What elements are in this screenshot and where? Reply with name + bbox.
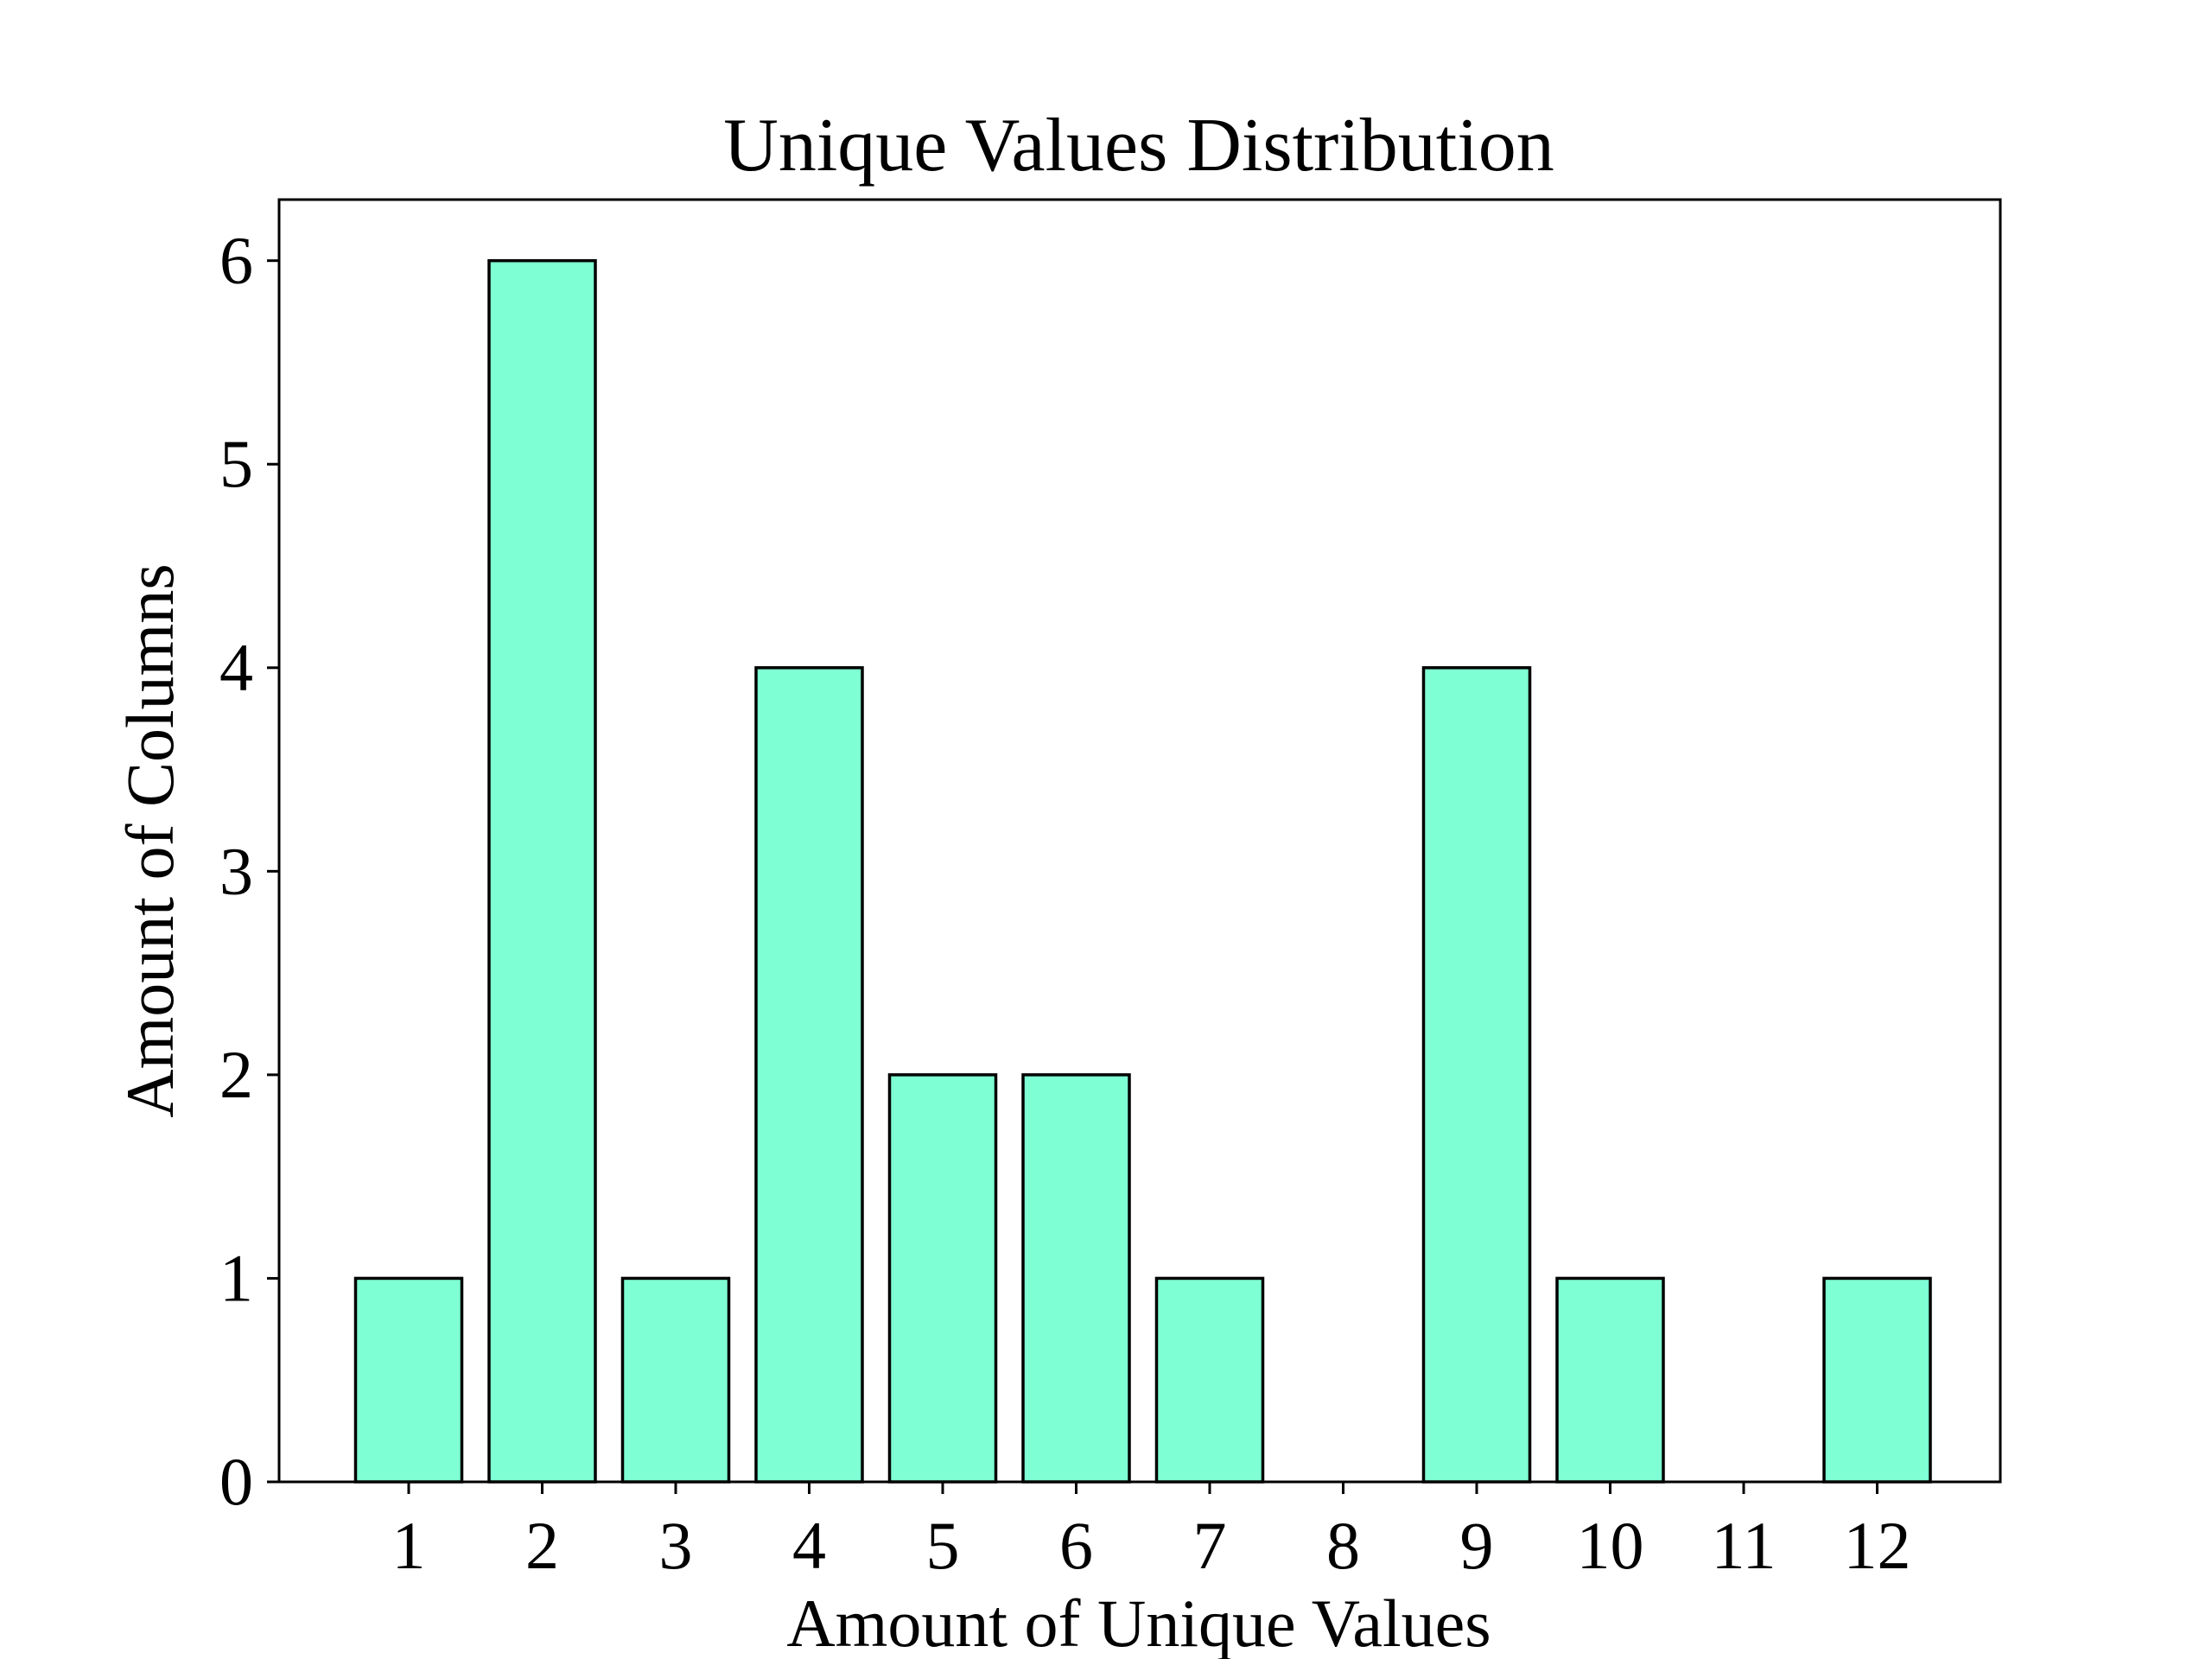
x-tick-label: 5 <box>926 1508 960 1583</box>
bar-12 <box>1822 1276 1932 1484</box>
bar-10 <box>1555 1276 1665 1484</box>
chart-title: Unique Values Distribution <box>723 104 1554 188</box>
x-tick-label: 9 <box>1460 1508 1494 1583</box>
x-tick-label: 7 <box>1193 1508 1227 1583</box>
y-tick-label: 2 <box>219 1037 253 1112</box>
x-tick-label: 4 <box>792 1508 826 1583</box>
bar-2 <box>487 258 597 1484</box>
x-axis-ticks: 1 2 3 4 5 6 7 8 9 10 11 12 <box>392 1482 1911 1583</box>
y-axis-ticks: 0 1 2 3 4 5 6 <box>219 223 279 1519</box>
bar-7 <box>1154 1276 1265 1484</box>
y-tick-label: 0 <box>219 1444 253 1519</box>
y-tick-label: 4 <box>219 630 253 705</box>
x-tick-label: 12 <box>1844 1508 1911 1583</box>
x-tick-label: 11 <box>1711 1508 1776 1583</box>
x-tick-label: 10 <box>1577 1508 1644 1583</box>
y-axis-label: Amount of Columns <box>112 563 188 1117</box>
x-tick-label: 3 <box>659 1508 693 1583</box>
bar-1 <box>353 1276 464 1484</box>
bar-4 <box>754 666 864 1484</box>
bar-3 <box>620 1276 731 1484</box>
bar-9 <box>1421 666 1532 1484</box>
bar-5 <box>887 1073 998 1484</box>
x-tick-label: 1 <box>392 1508 426 1583</box>
bar-6 <box>1021 1073 1131 1484</box>
x-axis-label: Amount of Unique Values <box>786 1586 1491 1659</box>
plot-frame <box>277 198 2002 1484</box>
y-tick-label: 3 <box>219 833 253 908</box>
x-tick-label: 8 <box>1326 1508 1360 1583</box>
x-tick-label: 2 <box>525 1508 559 1583</box>
bars <box>353 258 1932 1484</box>
y-tick-label: 5 <box>219 426 253 501</box>
y-tick-label: 6 <box>219 223 253 298</box>
y-tick-label: 1 <box>219 1240 253 1315</box>
x-tick-label: 6 <box>1059 1508 1093 1583</box>
